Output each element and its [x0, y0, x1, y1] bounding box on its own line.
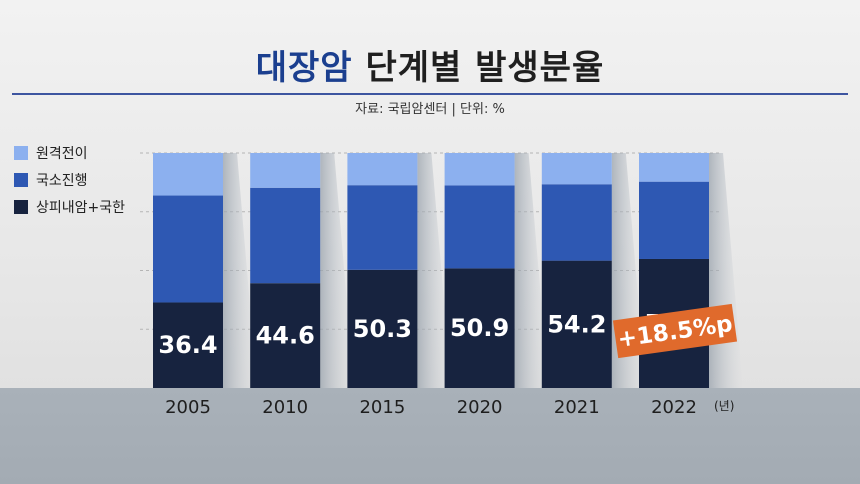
chart-title: 대장암 단계별 발생분율: [0, 40, 860, 89]
x-tick-label: 2010: [262, 397, 308, 418]
annotation-badge-bg: [612, 303, 738, 359]
change-annotation-badge: +18.5%p: [612, 303, 738, 359]
legend-swatch-localized: [14, 200, 28, 214]
bar-shadow: [709, 153, 743, 388]
x-tick-label: 2021: [554, 397, 600, 418]
x-tick-label: 2020: [457, 397, 503, 418]
x-unit-label: (년): [714, 399, 734, 413]
bar-segment-localized: [250, 283, 321, 388]
bar-value-label: 36.4: [158, 331, 217, 359]
legend-label-metastatic: 원격전이: [36, 146, 88, 162]
title-rest: 단계별 발생분율: [365, 48, 605, 88]
bar-segment-metastatic: [347, 153, 418, 186]
legend-swatch-metastatic: [14, 146, 28, 160]
bar-value-label: 54.2: [547, 310, 606, 338]
bar-segment-metastatic: [541, 153, 612, 185]
x-tick-label: 2015: [359, 397, 405, 418]
legend: 원격전이 국소진행 상피내암+국한: [14, 144, 125, 225]
bar-segment-localized: [153, 302, 223, 388]
bar-shadow: [417, 153, 452, 388]
bar-segment-metastatic: [444, 153, 515, 186]
bar-segment-regional: [347, 185, 418, 270]
title-divider: [12, 93, 848, 95]
bar-value-label: 50.3: [353, 315, 412, 343]
x-tick-label: 2005: [165, 397, 211, 418]
bar-segment-localized: [541, 260, 612, 388]
source-note: 자료: 국립암센터 | 단위: %: [355, 102, 505, 117]
bar-segment-regional: [153, 195, 223, 303]
bar-segment-metastatic: [153, 153, 223, 196]
legend-swatch-regional: [14, 173, 28, 187]
chart-floor: [0, 388, 860, 484]
legend-label-regional: 국소진행: [36, 173, 88, 189]
legend-item-localized: 상피내암+국한: [14, 198, 125, 216]
bar-shadow: [514, 153, 549, 388]
bar-shadow: [223, 153, 257, 388]
bar-value-label: 50.9: [450, 314, 509, 342]
title-highlight: 대장암: [255, 48, 353, 88]
bar-segment-localized: [444, 268, 515, 388]
bar-shadow: [320, 153, 355, 388]
bar-segment-regional: [541, 184, 612, 261]
bar-segment-localized: [347, 269, 418, 388]
x-tick-label: 2022: [651, 397, 697, 418]
bar-segment-regional: [250, 187, 321, 284]
bar-segment-regional: [639, 181, 709, 259]
bar-segment-metastatic: [639, 153, 709, 182]
bar-segment-metastatic: [250, 153, 321, 188]
bar-segment-regional: [444, 185, 515, 269]
legend-item-regional: 국소진행: [14, 171, 125, 189]
legend-item-metastatic: 원격전이: [14, 144, 125, 162]
bar-value-label: 44.6: [256, 322, 315, 350]
legend-label-localized: 상피내암+국한: [36, 200, 126, 216]
